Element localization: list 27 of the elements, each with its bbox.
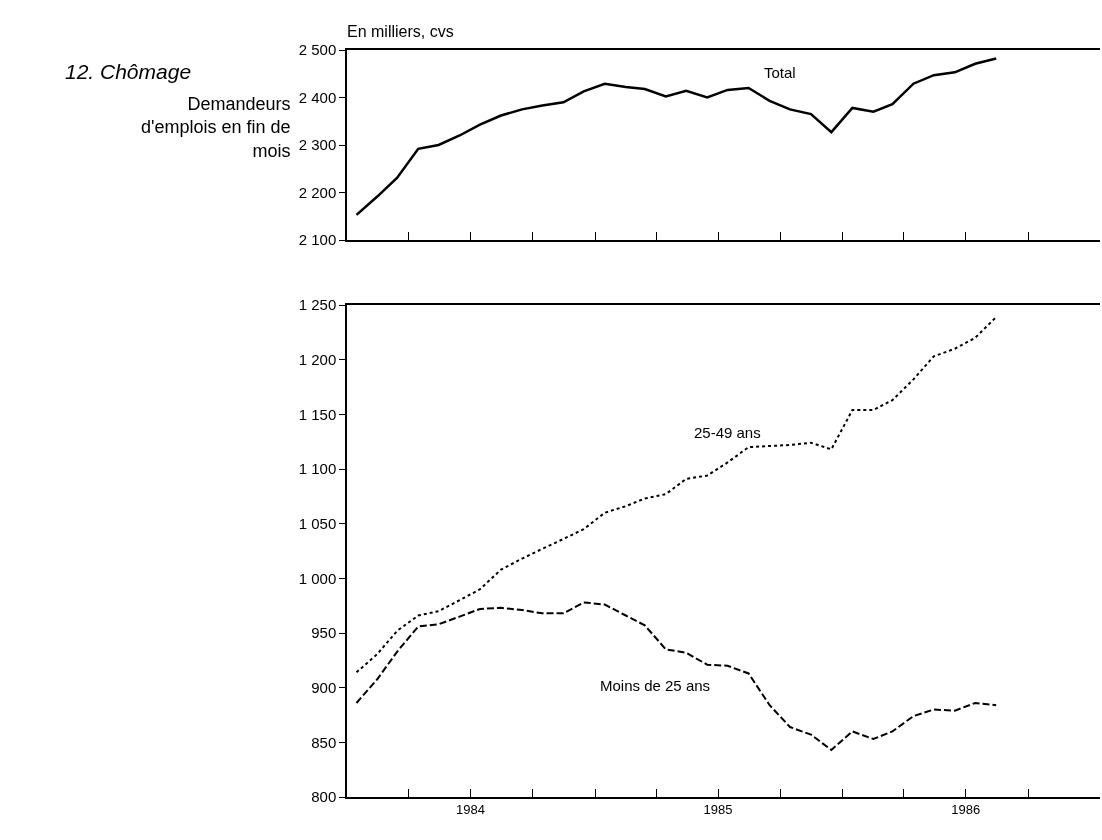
series-label: Total	[764, 64, 796, 81]
x-tick-label: 1986	[951, 802, 981, 818]
y-tick-label: 800	[311, 788, 337, 806]
y-tick-label: 2 100	[298, 231, 337, 249]
line-series	[355, 57, 998, 217]
y-tick-label: 1 100	[298, 460, 337, 478]
y-tick-label: 900	[311, 678, 337, 696]
series-label: 25-49 ans	[694, 424, 761, 441]
y-tick-label: 2 400	[298, 88, 337, 106]
text: 12. Chômage	[65, 60, 192, 83]
y-tick-label: 1 050	[298, 514, 337, 532]
text: Demandeurs d'emplois en fin de mois	[141, 94, 291, 161]
line-series	[355, 316, 998, 674]
y-tick-label: 2 300	[298, 136, 337, 154]
y-tick-label: 1 000	[298, 569, 337, 587]
y-tick-label: 2 200	[298, 183, 337, 201]
y-tick-label: 1 200	[298, 350, 337, 368]
y-tick-label: 1 250	[298, 296, 337, 314]
x-tick-label: 1985	[703, 802, 733, 818]
series-label: Moins de 25 ans	[600, 677, 711, 694]
y-tick-label: 2 500	[298, 41, 337, 59]
x-tick-label: 1984	[456, 802, 485, 818]
y-tick-label: 850	[311, 733, 337, 751]
line-series	[355, 601, 998, 751]
y-tick-label: 950	[311, 624, 337, 642]
y-tick-label: 1 150	[298, 405, 337, 423]
y-axis-title: En milliers, cvs	[347, 23, 454, 40]
